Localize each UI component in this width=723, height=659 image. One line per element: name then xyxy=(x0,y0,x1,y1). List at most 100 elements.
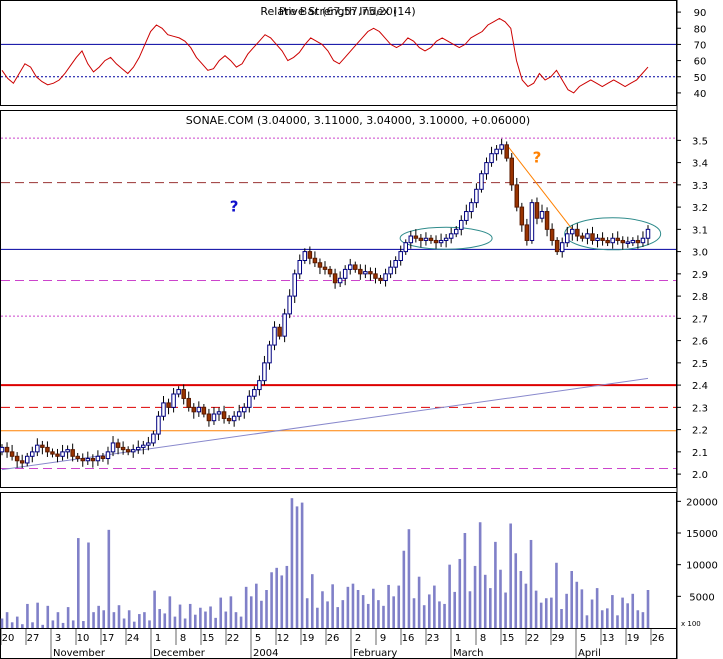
x-tick-label: 24 xyxy=(127,633,140,644)
candle-body xyxy=(469,202,474,213)
candle-body xyxy=(570,228,575,235)
volume-bar xyxy=(336,607,340,628)
volume-bar xyxy=(453,591,457,628)
candle-body xyxy=(358,268,363,275)
annotation-question-mark-1: ? xyxy=(533,149,542,167)
x-month-label: April xyxy=(578,648,601,659)
volume-bar xyxy=(544,598,548,628)
candle-body xyxy=(413,235,419,239)
candle-body xyxy=(509,157,514,186)
candle-body xyxy=(322,266,328,270)
volume-bar xyxy=(255,583,258,628)
candle-body xyxy=(575,228,580,237)
candle-body xyxy=(615,237,620,241)
candle-body xyxy=(120,446,126,451)
candle-body xyxy=(24,455,30,464)
volume-bar xyxy=(438,601,441,628)
candle-body xyxy=(484,162,489,175)
volume-bar xyxy=(117,605,121,628)
candle-body xyxy=(610,237,615,244)
price-ytick-label: 3.2 xyxy=(692,203,708,214)
candle-body xyxy=(519,206,525,226)
x-tick-label: 27 xyxy=(27,633,40,644)
volume-bar xyxy=(168,596,172,628)
rsi-layer: 40 50 60 70 80 90 xyxy=(1,8,706,100)
consolidation-ellipse-1 xyxy=(399,226,493,250)
candle-body xyxy=(90,458,96,462)
x-month-label: December xyxy=(153,648,206,659)
volume-bar xyxy=(494,541,497,628)
price-layer: ?? 2.0 2.1 2.2 2.3 2.4 2.5 2.6 2.7 2.8 2.9 3.0 3.1 3.… xyxy=(0,136,708,481)
volume-bar xyxy=(143,612,146,628)
candle-body xyxy=(580,235,585,239)
volume-bar xyxy=(224,611,228,628)
candle-body xyxy=(110,442,116,453)
candle-body xyxy=(403,242,409,253)
volume-bar xyxy=(163,613,167,628)
volume-bar xyxy=(15,616,19,628)
volume-bar xyxy=(631,593,635,628)
x-tick-label: 22 xyxy=(527,633,540,644)
candle-body xyxy=(635,239,641,244)
candle-body xyxy=(514,184,520,208)
candle-body xyxy=(95,455,101,462)
candle-body xyxy=(221,411,227,419)
x-tick-label: 5 xyxy=(580,633,586,644)
volume-bar xyxy=(239,616,243,628)
x-tick-label: 10 xyxy=(77,633,90,644)
volume-bar xyxy=(412,598,416,628)
candle-body xyxy=(282,313,287,337)
candle-body xyxy=(307,251,313,259)
candle-body xyxy=(241,406,247,413)
volume-bar xyxy=(468,591,472,628)
candle-body xyxy=(418,237,424,241)
candle-body xyxy=(231,415,237,422)
volume-bar xyxy=(71,620,75,628)
volume-bar xyxy=(265,590,268,628)
volume-bar xyxy=(36,602,39,628)
candle-body xyxy=(363,271,368,275)
volume-bar xyxy=(76,538,80,628)
candle-body xyxy=(312,257,318,264)
volume-bar xyxy=(122,618,126,628)
candle-body xyxy=(332,273,338,284)
volume-bar xyxy=(56,612,60,628)
volume-bar xyxy=(229,596,233,628)
volume-bar xyxy=(46,605,50,628)
candle-body xyxy=(105,451,111,460)
volume-bar xyxy=(183,618,187,628)
candle-body xyxy=(378,277,383,282)
volume-bar xyxy=(10,622,14,628)
candle-body xyxy=(423,237,429,241)
volume-bar xyxy=(260,600,263,628)
candle-body xyxy=(448,233,454,239)
volume-bar xyxy=(305,598,309,628)
candle-body xyxy=(630,239,636,244)
rsi-ytick-label: 60 xyxy=(694,57,707,68)
volume-bar xyxy=(188,603,192,628)
candle-body xyxy=(353,264,358,270)
volume-bar xyxy=(641,612,645,628)
candle-body xyxy=(474,188,479,204)
price-ytick-label: 2.3 xyxy=(692,403,708,414)
x-tick-label: 5 xyxy=(255,633,261,644)
volume-bar xyxy=(427,594,431,628)
rsi-ytick-label: 40 xyxy=(694,89,707,100)
x-tick-label: 1 xyxy=(155,633,161,644)
volume-bar xyxy=(611,595,614,628)
volume-bar xyxy=(392,596,395,628)
candle-body xyxy=(645,228,651,239)
candle-body xyxy=(453,228,459,235)
volume-bar xyxy=(178,604,182,628)
volume-bar xyxy=(285,565,289,628)
volume-bar xyxy=(153,590,156,628)
volume-bar xyxy=(473,565,477,628)
volume-bar xyxy=(112,612,116,628)
volume-bar xyxy=(621,597,624,628)
price-ytick-label: 2.6 xyxy=(692,337,708,348)
candle-body xyxy=(534,202,540,219)
volume-bar xyxy=(433,585,436,628)
candle-body xyxy=(383,273,388,282)
volume-bar xyxy=(321,591,324,628)
volume-bar xyxy=(606,608,609,628)
